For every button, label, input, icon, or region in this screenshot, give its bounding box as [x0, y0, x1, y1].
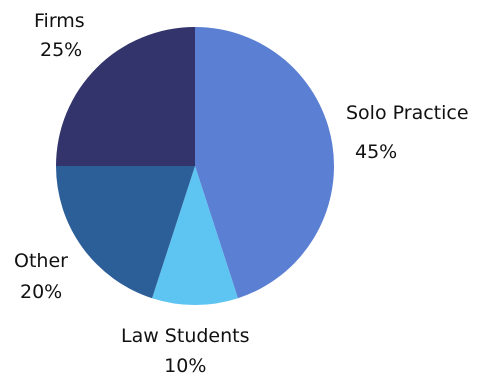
pie-slice-other — [56, 166, 195, 299]
slice-name-law-students: Law Students — [121, 325, 250, 347]
pie-slice-law-students — [152, 166, 238, 306]
slice-percent-law-students: 10% — [164, 355, 207, 375]
slice-label-solo-practice: Solo Practice 45% — [346, 104, 469, 162]
slice-name-other: Other — [14, 250, 68, 272]
slice-label-other: Other 20% — [14, 252, 68, 302]
slice-percent-solo-practice: 45% — [355, 141, 398, 163]
slice-label-firms: Firms 25% — [34, 12, 85, 60]
slice-name-solo-practice: Solo Practice — [346, 102, 469, 124]
pie-slice-firms — [56, 27, 195, 166]
slice-percent-other: 20% — [20, 281, 63, 303]
pie-slice-solo-practice — [195, 27, 335, 299]
slice-percent-firms: 25% — [40, 39, 83, 61]
slice-label-law-students: Law Students 10% — [121, 327, 250, 375]
slice-name-firms: Firms — [34, 10, 85, 32]
